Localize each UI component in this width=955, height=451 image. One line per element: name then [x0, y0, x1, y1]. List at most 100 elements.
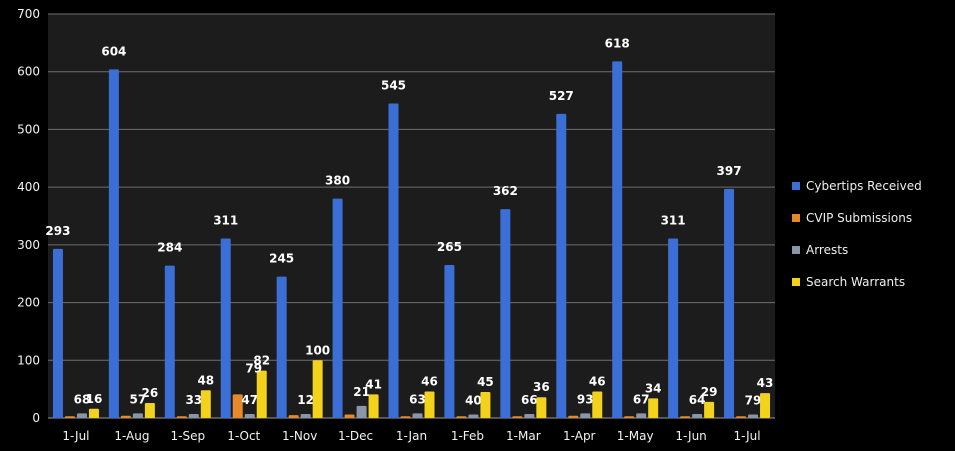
bar [748, 414, 759, 418]
legend-swatch [792, 278, 800, 286]
data-label: 57 [130, 392, 147, 406]
data-label: 293 [45, 224, 70, 238]
bar [300, 413, 311, 418]
bar [132, 413, 143, 418]
y-tick-label: 500 [17, 122, 40, 136]
bar [188, 413, 199, 418]
legend-swatch [792, 214, 800, 222]
y-tick-label: 300 [17, 238, 40, 252]
bar [636, 413, 647, 418]
bar [704, 401, 715, 418]
data-label: 46 [589, 374, 606, 388]
data-label: 82 [253, 354, 270, 368]
bar [580, 413, 591, 418]
data-label: 604 [101, 44, 126, 58]
x-tick-label: 1-Feb [451, 429, 484, 443]
data-label: 67 [633, 392, 650, 406]
data-label: 29 [701, 385, 718, 399]
bar [668, 238, 679, 418]
data-label: 100 [305, 343, 330, 357]
y-tick-label: 200 [17, 296, 40, 310]
x-tick-label: 1-May [617, 429, 654, 443]
bar [456, 416, 467, 418]
y-tick-label: 700 [17, 7, 40, 21]
bar [52, 248, 63, 418]
legend-label: Cybertips Received [806, 179, 922, 193]
legend-item: Cybertips Received [792, 170, 952, 202]
data-label: 12 [297, 393, 314, 407]
data-label: 618 [605, 36, 630, 50]
bar [612, 61, 623, 418]
bar [144, 402, 155, 418]
bar [512, 416, 523, 418]
bar [176, 416, 187, 418]
data-label: 245 [269, 252, 294, 266]
data-label: 40 [465, 394, 482, 408]
bar [76, 413, 87, 418]
x-tick-label: 1-Nov [282, 429, 317, 443]
data-label: 362 [493, 184, 518, 198]
bar [64, 416, 75, 418]
bar [592, 391, 603, 418]
data-label: 311 [661, 214, 686, 228]
x-tick-label: 1-Aug [114, 429, 149, 443]
y-tick-label: 400 [17, 180, 40, 194]
x-tick-label: 1-Sep [171, 429, 206, 443]
data-label: 93 [577, 392, 594, 406]
bar [120, 415, 131, 418]
data-label: 265 [437, 240, 462, 254]
bar [276, 276, 287, 418]
bar [200, 390, 211, 418]
bar [624, 416, 635, 418]
data-label: 68 [74, 392, 91, 406]
bar [424, 391, 435, 418]
bar [388, 103, 399, 418]
data-label: 79 [745, 394, 762, 408]
bar [108, 69, 119, 419]
data-label: 64 [689, 393, 706, 407]
data-label: 284 [157, 241, 182, 255]
bar [736, 416, 747, 418]
bar [332, 198, 343, 418]
legend-label: Search Warrants [806, 275, 906, 289]
bar [232, 394, 243, 418]
x-tick-label: 1-Jan [396, 429, 427, 443]
bar [480, 392, 491, 418]
x-tick-label: 1-Jul [62, 429, 89, 443]
bar [312, 360, 323, 418]
legend-label: Arrests [806, 243, 849, 257]
bar [412, 413, 423, 418]
data-label: 48 [197, 373, 214, 387]
legend-swatch [792, 182, 800, 190]
data-label: 45 [477, 375, 494, 389]
data-label: 66 [521, 393, 538, 407]
legend: Cybertips Received CVIP Submissions Arrest… [792, 170, 952, 298]
data-label: 46 [421, 374, 438, 388]
bar [244, 413, 255, 418]
data-label: 545 [381, 78, 406, 92]
bar [344, 414, 355, 418]
data-label: 16 [86, 392, 103, 406]
legend-label: CVIP Submissions [806, 211, 913, 225]
data-label: 36 [533, 380, 550, 394]
data-label: 26 [142, 386, 159, 400]
bar [568, 415, 579, 418]
bar [524, 413, 535, 418]
data-label: 79 [245, 362, 262, 376]
bar [536, 397, 547, 418]
data-label: 33 [185, 393, 202, 407]
y-tick-label: 0 [32, 411, 40, 425]
data-label: 43 [757, 376, 774, 390]
bar [692, 413, 703, 418]
bar [724, 188, 735, 418]
data-label: 34 [645, 381, 662, 395]
data-label: 311 [213, 214, 238, 228]
bar [468, 414, 479, 418]
y-tick-label: 600 [17, 65, 40, 79]
bar [368, 394, 379, 418]
y-tick-label: 100 [17, 353, 40, 367]
data-label: 397 [717, 164, 742, 178]
bar [648, 398, 659, 418]
